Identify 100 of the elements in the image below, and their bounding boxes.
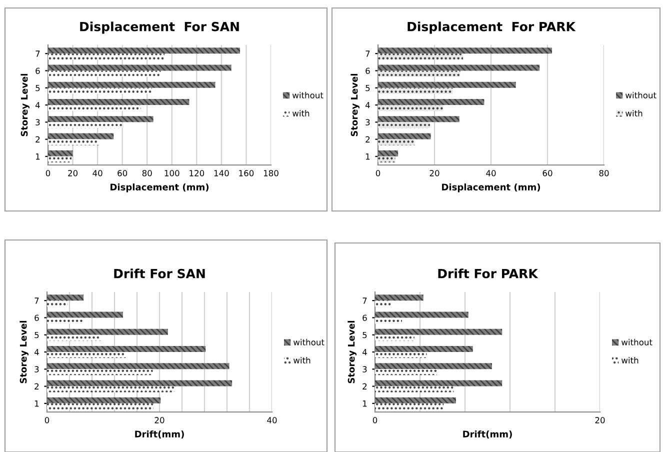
- bar: [47, 363, 230, 370]
- bar: [47, 318, 83, 324]
- bar: [48, 139, 99, 146]
- x-tick-label: 160: [239, 170, 254, 176]
- bar: [47, 300, 68, 307]
- bar: [375, 328, 502, 335]
- y-tick-label: 1: [36, 154, 40, 160]
- y-tick-label: 6: [36, 68, 40, 74]
- x-tick-label: 60: [118, 170, 128, 176]
- bar: [375, 334, 414, 341]
- bar: [48, 133, 114, 140]
- x-tick-label: 140: [214, 170, 229, 176]
- bar: [48, 122, 122, 128]
- y-tick-label: 3: [36, 119, 40, 126]
- bar: [48, 70, 161, 77]
- x-tick-label: 0: [376, 170, 380, 176]
- x-tick-label: 0: [372, 417, 378, 424]
- bar: [378, 70, 460, 77]
- bar: [47, 312, 123, 318]
- legend-label: with: [626, 110, 642, 116]
- bar: [47, 328, 168, 335]
- y-tick-label: 4: [365, 102, 370, 108]
- y-axis-title: Storey Level: [20, 74, 30, 136]
- x-tick-label: 40: [486, 170, 496, 176]
- x-tick-label: 20: [154, 417, 164, 424]
- bar: [48, 150, 73, 156]
- bar: [47, 369, 153, 376]
- bar: [47, 346, 206, 352]
- legend-label: without: [292, 92, 324, 98]
- y-tick-label: 5: [34, 332, 39, 338]
- y-tick-label: 7: [362, 298, 367, 304]
- y-tick-label: 3: [362, 366, 367, 372]
- bar: [48, 54, 164, 60]
- x-axis-title: Displacement (mm): [110, 183, 209, 192]
- y-tick-label: 1: [34, 400, 39, 407]
- bar: [378, 99, 484, 105]
- y-tick-label: 5: [36, 84, 40, 92]
- y-tick-label: 2: [362, 383, 367, 390]
- bar: [375, 294, 424, 301]
- bar: [378, 150, 398, 156]
- bar: [47, 334, 101, 341]
- bar: [378, 82, 516, 88]
- chart-title: Drift For PARK: [438, 268, 538, 278]
- y-tick-label: 7: [366, 50, 370, 57]
- bar: [48, 105, 141, 111]
- bar: [47, 380, 232, 386]
- x-axis-title: Displacement (mm): [442, 183, 540, 192]
- y-tick-label: 3: [34, 366, 39, 372]
- x-tick-label: 20: [68, 170, 78, 176]
- y-tick-label: 1: [366, 154, 370, 160]
- legend-label: without: [294, 338, 324, 346]
- bar: [47, 397, 161, 404]
- bar: [378, 116, 460, 122]
- x-tick-label: 120: [190, 170, 204, 176]
- bar: [375, 312, 468, 318]
- x-tick-label: 0: [44, 417, 50, 424]
- chart-title: Displacement For SAN: [80, 22, 239, 34]
- legend-label: without: [626, 92, 656, 98]
- bar: [375, 403, 444, 410]
- y-tick-label: 4: [35, 102, 40, 108]
- bar: [48, 116, 154, 122]
- y-axis-title: Storey Level: [350, 74, 360, 136]
- y-tick-label: 7: [36, 50, 40, 57]
- y-tick-label: 3: [366, 119, 370, 126]
- bar: [378, 139, 415, 146]
- chart-title: Displacement For PARK: [408, 22, 576, 34]
- bar: [375, 369, 437, 376]
- bar: [48, 48, 240, 54]
- chart-title: Drift For SAN: [114, 268, 205, 278]
- bar: [375, 397, 456, 404]
- bar: [378, 48, 552, 54]
- y-tick-label: 2: [366, 136, 370, 142]
- bar: [378, 122, 430, 128]
- x-tick-label: 60: [542, 170, 552, 176]
- y-tick-label: 2: [34, 383, 39, 390]
- y-tick-label: 5: [366, 84, 370, 92]
- x-tick-label: 40: [267, 417, 277, 424]
- bar: [47, 403, 154, 410]
- bar: [48, 64, 232, 71]
- y-tick-label: 4: [362, 349, 367, 356]
- bar: [47, 294, 84, 301]
- legend-label: with: [292, 110, 310, 116]
- y-tick-label: 6: [362, 314, 367, 321]
- bar: [375, 352, 427, 358]
- x-tick-label: 0: [46, 170, 50, 176]
- bar: [378, 156, 396, 162]
- bar: [375, 386, 454, 392]
- x-tick-label: 40: [92, 170, 102, 176]
- y-tick-label: 2: [36, 136, 40, 142]
- bar: [375, 380, 502, 386]
- y-tick-label: 5: [362, 332, 367, 338]
- bar: [48, 82, 216, 88]
- y-tick-label: 1: [362, 400, 367, 407]
- bar: [47, 352, 126, 358]
- bar: [378, 64, 540, 71]
- bar: [375, 300, 391, 307]
- bar: [375, 318, 402, 324]
- y-tick-label: 6: [366, 68, 370, 74]
- bar: [47, 386, 174, 392]
- bar: [48, 88, 152, 94]
